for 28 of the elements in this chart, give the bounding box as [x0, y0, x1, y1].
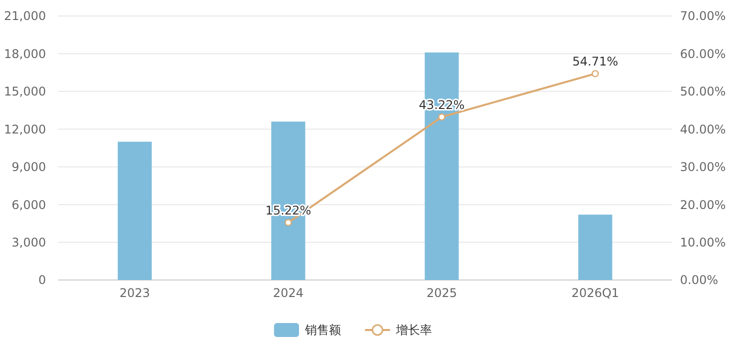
- x-tick-label: 2026Q1: [571, 286, 620, 300]
- point: [438, 113, 446, 121]
- point: [284, 219, 292, 226]
- x-tick-label: 2024: [272, 286, 304, 300]
- y2-tick-label: 40.00%: [680, 122, 726, 136]
- y-tick-label: 0: [38, 273, 46, 288]
- y-tick-label: 9,000: [12, 160, 46, 174]
- data-label: 54.71%: [572, 54, 618, 69]
- point: [592, 70, 599, 78]
- y2-tick-label: 0.00%: [680, 273, 718, 288]
- y2-tick-label: 70.00%: [680, 9, 726, 24]
- y-tick-label: 21,000: [4, 9, 46, 24]
- y2-tick-label: 20.00%: [680, 198, 726, 212]
- y2-tick-label: 10.00%: [680, 235, 726, 250]
- y-tick-label: 12,000: [4, 122, 46, 136]
- y2-tick-label: 30.00%: [680, 160, 726, 174]
- legend-label: 增长率: [395, 323, 432, 338]
- y-tick-label: 6,000: [12, 198, 46, 212]
- x-tick-label: 2023: [119, 286, 150, 300]
- bar: [118, 142, 152, 280]
- y-tick-label: 3,000: [12, 235, 46, 250]
- y-tick-label: 15,000: [4, 84, 46, 99]
- legend-label: 销售额: [304, 323, 341, 338]
- y2-tick-label: 50.00%: [680, 84, 726, 99]
- y2-tick-label: 60.00%: [680, 46, 726, 61]
- y-tick-label: 18,000: [4, 46, 46, 61]
- bar: [578, 214, 612, 280]
- x-tick-label: 2025: [426, 286, 458, 300]
